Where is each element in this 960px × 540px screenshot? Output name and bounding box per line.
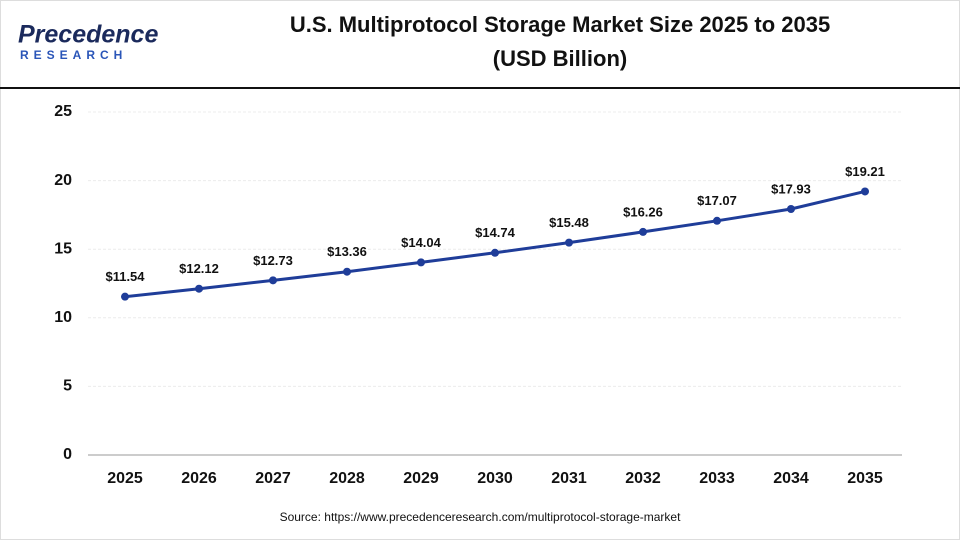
value-label: $14.04 [401,235,442,250]
value-label: $12.73 [253,253,293,268]
x-tick-label: 2031 [551,470,587,487]
value-label: $12.12 [179,261,219,276]
x-tick-label: 2035 [847,470,883,487]
y-tick-label: 20 [54,172,72,189]
chart-title: U.S. Multiprotocol Storage Market Size 2… [290,12,830,37]
value-label: $16.26 [623,204,663,219]
point [787,205,795,214]
x-tick-label: 2029 [403,470,439,487]
point [565,238,573,247]
x-tick-label: 2026 [181,470,217,487]
point [343,267,351,276]
point [195,284,203,293]
point [639,227,647,236]
x-tick-label: 2025 [107,470,143,487]
point [491,248,499,257]
value-label: $17.93 [771,181,811,196]
y-tick-label: 5 [63,378,72,395]
value-label: $11.54 [105,269,145,284]
x-tick-label: 2034 [773,470,809,487]
value-label: $14.74 [475,225,516,240]
logo-name: Precedence [18,21,158,49]
x-tick-label: 2027 [255,470,291,487]
y-tick-label: 10 [54,309,72,326]
chart-subtitle: (USD Billion) [493,46,627,71]
y-tick-label: 15 [54,240,72,257]
logo-tagline: RESEARCH [20,48,127,62]
x-tick-label: 2032 [625,470,661,487]
x-tick-label: 2030 [477,470,513,487]
point [269,276,277,285]
y-tick-label: 25 [54,103,72,120]
x-tick-label: 2033 [699,470,735,487]
x-tick-label: 2028 [329,470,365,487]
value-label: $13.36 [327,244,367,259]
source: Source: https://www.precedenceresearch.c… [280,510,682,524]
value-label: $19.21 [845,164,885,179]
point [713,216,721,225]
point [417,258,425,267]
point [861,187,869,196]
value-label: $15.48 [549,215,589,230]
point [121,292,129,301]
y-tick-label: 0 [63,446,72,463]
value-label: $17.07 [697,193,737,208]
